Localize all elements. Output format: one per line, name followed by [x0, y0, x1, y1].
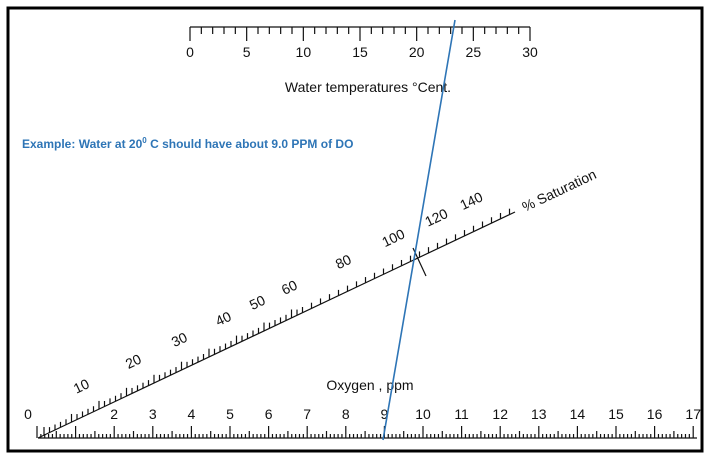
saturation-tick-label: 40	[213, 308, 234, 329]
frame	[6, 6, 704, 453]
temperature-tick-label: 30	[522, 44, 538, 60]
oxygen-tick-label: 2	[110, 406, 118, 422]
oxygen-tick-label: 11	[454, 406, 469, 422]
saturation-axis	[37, 211, 516, 439]
oxygen-tick-label: 16	[647, 406, 663, 422]
saturation-tick-label: 80	[333, 251, 354, 272]
oxygen-tick-label: 4	[188, 406, 196, 422]
temperature-tick-label: 10	[296, 44, 312, 60]
example-text: Example: Water at 20	[22, 137, 143, 151]
oxygen-tick-label: 14	[570, 406, 586, 422]
temperature-tick-label: 5	[243, 44, 251, 60]
temperature-label: Water temperatures °Cent.	[285, 79, 451, 95]
oxygen-tick-label: 15	[608, 406, 624, 422]
oxygen-tick-label: 10	[415, 406, 431, 422]
saturation-tick-label: 60	[279, 277, 300, 298]
example-superscript: 0	[142, 136, 147, 145]
saturation-tick-label: 10	[71, 375, 92, 396]
oxygen-tick-label: 5	[226, 406, 234, 422]
saturation-tick-label: 20	[123, 351, 144, 372]
reading-line	[382, 19, 456, 441]
example-text: C should have about 9.0 PPM of DO	[147, 137, 354, 151]
oxygen-tick-label: 0	[24, 406, 32, 422]
oxygen-tick-label: 13	[531, 406, 547, 422]
temperature-tick-label: 25	[466, 44, 482, 60]
oxygen-tick-label: 9	[381, 406, 389, 422]
oxygen-tick-label: 17	[685, 406, 701, 422]
oxygen-tick-label: 3	[149, 406, 157, 422]
oxygen-tick-label: 12	[492, 406, 508, 422]
temperature-tick-label: 20	[409, 44, 425, 60]
example-note: Example: Water at 200 C should have abou…	[22, 136, 353, 151]
oxygen-label: Oxygen , ppm	[326, 377, 413, 393]
oxygen-tick-label: 7	[303, 406, 311, 422]
saturation-tick-label: 50	[247, 292, 268, 313]
oxygen-tick-label: 6	[265, 406, 273, 422]
oxygen-tick-label: 8	[342, 406, 350, 422]
temperature-tick-label: 15	[352, 44, 368, 60]
temperature-tick-label: 0	[186, 44, 194, 60]
saturation-tick-label: 30	[169, 329, 190, 350]
